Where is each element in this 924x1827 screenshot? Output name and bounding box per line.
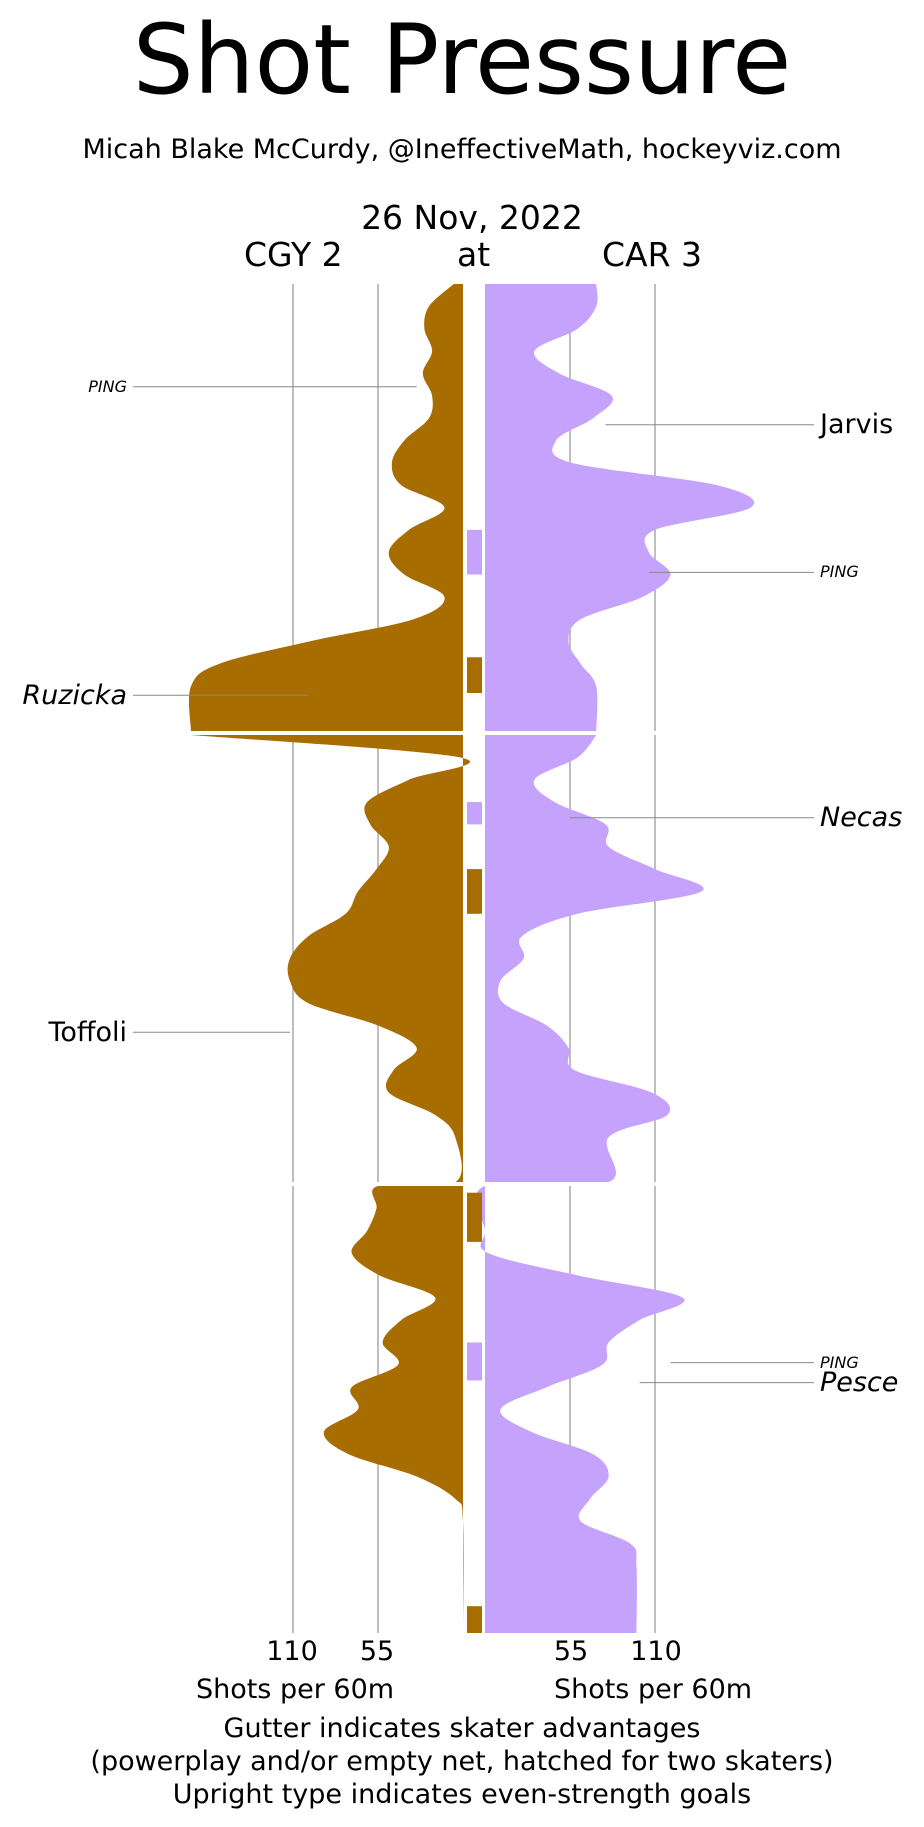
- goal-label: Ruzicka: [22, 679, 127, 711]
- cgy-pressure-area-p1: [188, 284, 463, 731]
- gutter-advantage-bar: [467, 802, 482, 825]
- gutter-advantage-bar: [467, 869, 482, 914]
- car-pressure-area-p3: [475, 1182, 685, 1633]
- axis-label-right: Shots per 60m: [553, 1674, 753, 1705]
- goal-label: PING: [820, 1352, 859, 1372]
- gutter-advantage-bar: [467, 1192, 482, 1242]
- goal-label: Pesce: [820, 1367, 899, 1399]
- at-label: at: [457, 235, 491, 274]
- goal-label: Necas: [820, 802, 903, 834]
- tick-label-left-110: 110: [266, 1636, 318, 1667]
- car-pressure-area-p2: [485, 735, 704, 1186]
- tick-label-right-55: 55: [553, 1636, 589, 1667]
- away-team-label: CGY 2: [244, 235, 343, 274]
- cgy-pressure-area-p3: [323, 1184, 464, 1633]
- home-team-label: CAR 3: [602, 235, 703, 274]
- gutter-advantage-bar: [467, 1342, 482, 1381]
- chart-subtitle: Micah Blake McCurdy, @IneffectiveMath, h…: [82, 134, 842, 165]
- chart-title: Shot Pressure: [132, 4, 792, 116]
- footer-line: Gutter indicates skater advantages: [223, 1713, 701, 1744]
- period-separator-1: [0, 731, 924, 735]
- axis-label-left: Shots per 60m: [195, 1674, 395, 1705]
- gutter-advantage-bar: [467, 657, 482, 694]
- period-separator-2: [0, 1182, 924, 1186]
- cgy-pressure-area-p2: [191, 735, 471, 1186]
- gutter-advantage-bar: [467, 529, 482, 575]
- footer-line: Upright type indicates even-strength goa…: [172, 1779, 752, 1810]
- car-pressure-area-p1: [485, 284, 755, 731]
- gutter-advantage-bar: [467, 1606, 482, 1633]
- goal-label: Jarvis: [820, 409, 894, 441]
- chart-footer: Gutter indicates skater advantages (powe…: [0, 1712, 924, 1811]
- tick-label-left-55: 55: [359, 1636, 395, 1667]
- tick-label-right-110: 110: [630, 1636, 682, 1667]
- goal-label: PING: [820, 562, 859, 582]
- goal-label: Toffoli: [48, 1016, 127, 1048]
- footer-line: (powerplay and/or empty net, hatched for…: [90, 1746, 834, 1777]
- game-date: 26 Nov, 2022: [361, 198, 583, 237]
- goal-label: PING: [88, 376, 127, 396]
